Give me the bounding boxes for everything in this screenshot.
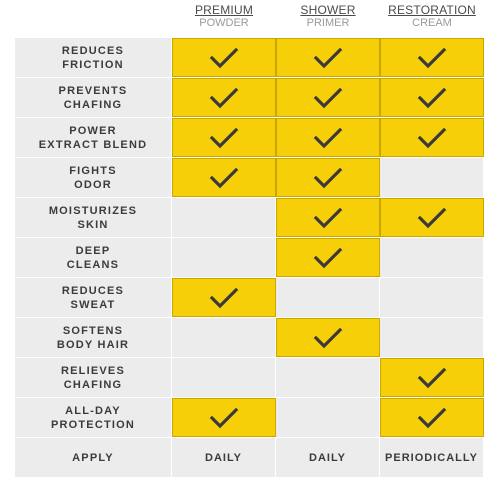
check-icon [313,207,343,228]
empty-cell [172,198,276,237]
row-label: POWER EXTRACT BLEND [15,118,172,157]
row-label: REDUCES SWEAT [15,278,172,317]
column-header-subtitle: PRIMER [306,17,350,29]
empty-cell [172,318,276,357]
empty-cell [172,238,276,277]
apply-frequency: DAILY [172,438,276,477]
checked-cell [276,158,380,197]
apply-row: APPLY DAILY DAILY PERIODICALLY [15,438,485,478]
row-label: FIGHTS ODOR [15,158,172,197]
check-icon [313,247,343,268]
empty-cell [276,278,380,317]
check-icon [313,127,343,148]
checked-cell [380,398,484,437]
apply-frequency: PERIODICALLY [380,438,484,477]
check-icon [313,327,343,348]
check-icon [209,87,239,108]
checked-cell [172,78,276,117]
apply-label: APPLY [15,438,172,477]
checked-cell [276,318,380,357]
empty-cell [380,278,484,317]
check-icon [209,47,239,68]
row-label: RELIEVES CHAFING [15,358,172,397]
check-icon [313,167,343,188]
checked-cell [380,198,484,237]
checked-cell [172,158,276,197]
check-icon [417,407,447,428]
checked-cell [172,38,276,77]
table-row: FIGHTS ODOR [15,158,485,198]
column-header-title: RESTORATION [388,3,476,17]
checked-cell [172,278,276,317]
check-icon [417,367,447,388]
row-label: ALL-DAY PROTECTION [15,398,172,437]
empty-cell [380,318,484,357]
empty-cell [276,398,380,437]
column-header-subtitle: POWDER [199,17,249,29]
column-header-subtitle: CREAM [412,17,452,29]
column-headers: PREMIUM POWDER SHOWER PRIMER RESTORATION… [172,0,485,38]
row-label: MOISTURIZES SKIN [15,198,172,237]
table-row: DEEP CLEANS [15,238,485,278]
column-header-shower-primer: SHOWER PRIMER [276,4,380,30]
empty-cell [380,158,484,197]
empty-cell [380,238,484,277]
checked-cell [380,358,484,397]
checked-cell [276,198,380,237]
check-icon [209,287,239,308]
checked-cell [380,38,484,77]
column-header-title: PREMIUM [194,3,254,17]
row-label: DEEP CLEANS [15,238,172,277]
table-row: REDUCES FRICTION [15,38,485,78]
checked-cell [276,78,380,117]
column-header-premium-powder: PREMIUM POWDER [172,4,276,30]
row-label: SOFTENS BODY HAIR [15,318,172,357]
column-header-restoration-cream: RESTORATION CREAM [380,4,484,30]
table-row: MOISTURIZES SKIN [15,198,485,238]
check-icon [313,47,343,68]
check-icon [313,87,343,108]
checked-cell [276,118,380,157]
empty-cell [172,358,276,397]
table-row: SOFTENS BODY HAIR [15,318,485,358]
checked-cell [172,118,276,157]
checked-cell [276,38,380,77]
check-icon [209,167,239,188]
apply-frequency: DAILY [276,438,380,477]
table-row: REDUCES SWEAT [15,278,485,318]
checked-cell [276,238,380,277]
table-row: PREVENTS CHAFING [15,78,485,118]
checked-cell [172,398,276,437]
row-label: REDUCES FRICTION [15,38,172,77]
row-label: PREVENTS CHAFING [15,78,172,117]
check-icon [417,47,447,68]
check-icon [417,207,447,228]
check-icon [209,127,239,148]
comparison-table: REDUCES FRICTION PREVENTS CHAFING POWER EX… [15,38,485,478]
check-icon [417,127,447,148]
column-header-title: SHOWER [300,3,356,17]
checked-cell [380,78,484,117]
empty-cell [276,358,380,397]
check-icon [417,87,447,108]
check-icon [209,407,239,428]
table-row: RELIEVES CHAFING [15,358,485,398]
checked-cell [380,118,484,157]
table-row: ALL-DAY PROTECTION [15,398,485,438]
table-row: POWER EXTRACT BLEND [15,118,485,158]
